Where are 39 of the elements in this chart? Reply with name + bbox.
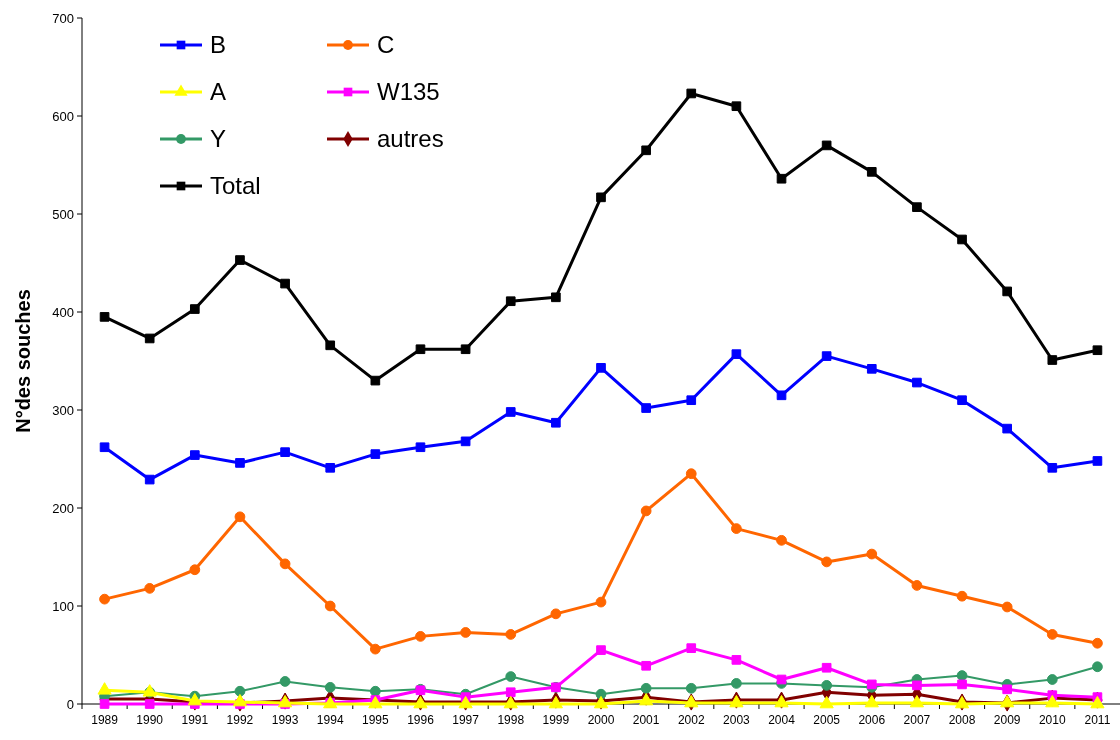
x-tick-label: 1992 xyxy=(226,713,254,727)
x-tick-label: 2002 xyxy=(677,713,705,727)
x-tick-label: 1995 xyxy=(362,713,390,727)
y-tick-label: 500 xyxy=(52,206,74,222)
x-tick-label: 2009 xyxy=(993,713,1021,727)
x-tick-label: 2003 xyxy=(723,713,751,727)
legend-label: A xyxy=(210,78,227,106)
x-tick-label: 1991 xyxy=(181,713,209,727)
x-tick-label: 2000 xyxy=(587,713,615,727)
y-axis-title: N°des souches xyxy=(12,289,34,433)
x-tick-label: 2010 xyxy=(1038,713,1066,727)
y-tick-label: 700 xyxy=(52,10,74,26)
x-tick-label: 2007 xyxy=(903,713,931,727)
y-tick-label: 100 xyxy=(52,598,74,614)
x-tick-label: 1996 xyxy=(407,713,435,727)
x-tick-label: 1999 xyxy=(542,713,570,727)
x-tick-label: 1989 xyxy=(91,713,119,727)
x-tick-label: 2005 xyxy=(813,713,841,727)
x-tick-label: 1993 xyxy=(271,713,299,727)
x-tick-label: 2011 xyxy=(1084,713,1111,727)
y-tick-label: 400 xyxy=(52,304,74,320)
x-tick-label: 2004 xyxy=(768,713,796,727)
legend-label: Y xyxy=(210,125,227,153)
legend-label: W135 xyxy=(377,78,440,106)
legend-label: autres xyxy=(377,125,444,153)
x-tick-label: 1994 xyxy=(316,713,344,727)
x-tick-label: 2008 xyxy=(948,713,976,727)
legend-label: B xyxy=(210,31,227,59)
y-tick-label: 600 xyxy=(52,108,74,124)
x-tick-label: 2006 xyxy=(858,713,886,727)
legend-label: C xyxy=(377,31,395,59)
x-tick-label: 1998 xyxy=(497,713,525,727)
y-tick-label: 200 xyxy=(52,500,74,516)
x-tick-label: 1997 xyxy=(452,713,480,727)
x-tick-label: 2001 xyxy=(632,713,660,727)
y-tick-label: 300 xyxy=(52,402,74,418)
x-tick-label: 1990 xyxy=(136,713,164,727)
y-tick-label: 0 xyxy=(66,696,74,712)
legend-label: Total xyxy=(210,172,261,200)
